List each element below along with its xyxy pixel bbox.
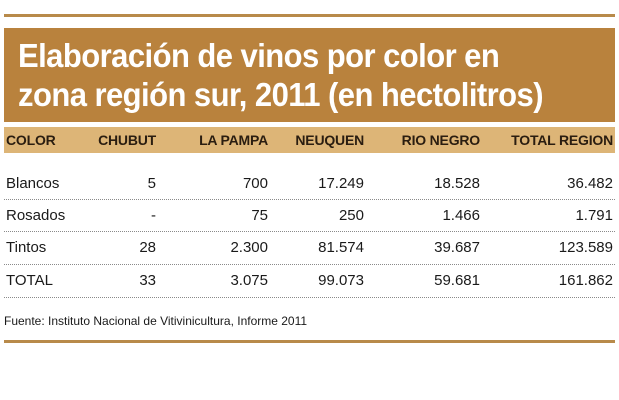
table-cell: 81.574 <box>318 239 364 256</box>
table-cell: 161.862 <box>558 272 613 289</box>
row-divider <box>4 264 615 265</box>
row-divider <box>4 231 615 232</box>
table-cell: 28 <box>139 239 156 256</box>
table-cell: 99.073 <box>318 272 364 289</box>
table-row: TOTAL 33 3.075 99.073 59.681 161.862 <box>4 265 615 297</box>
table-header: COLOR CHUBUT LA PAMPA NEUQUEN RIO NEGRO TOTAL… <box>4 127 615 153</box>
table-cell: 3.075 <box>230 272 268 289</box>
title-line-2: zona región sur, 2011 (en hectolitros) <box>18 76 544 113</box>
row-divider <box>4 199 615 200</box>
table-cell: 33 <box>139 272 156 289</box>
row-divider <box>4 297 615 298</box>
table-cell: 75 <box>251 207 268 224</box>
table-cell: 1.466 <box>442 207 480 224</box>
table-cell: 2.300 <box>230 239 268 256</box>
source-note: Fuente: Instituto Nacional de Vitivinicu… <box>4 314 308 328</box>
table-cell: 5 <box>147 175 156 192</box>
table-cell: 700 <box>242 175 268 192</box>
table-row: Rosados - 75 250 1.466 1.791 <box>4 200 615 232</box>
table-cell: 123.589 <box>558 239 613 256</box>
table-row: Blancos 5 700 17.249 18.528 36.482 <box>4 168 615 200</box>
row-label: Blancos <box>6 175 60 192</box>
table-row: Tintos 28 2.300 81.574 39.687 123.589 <box>4 232 615 264</box>
title-banner: Elaboración de vinos por color en zona r… <box>4 28 615 122</box>
bottom-rule <box>4 340 615 343</box>
table-cell: 18.528 <box>434 175 480 192</box>
row-label: TOTAL <box>6 272 53 289</box>
row-label: Rosados <box>6 207 66 224</box>
table-cell: - <box>151 207 156 224</box>
header-total-region: TOTAL REGION <box>511 132 613 148</box>
table-cell: 36.482 <box>567 175 613 192</box>
header-la-pampa: LA PAMPA <box>199 132 268 148</box>
header-rio-negro: RIO NEGRO <box>401 132 481 148</box>
top-rule <box>4 14 615 17</box>
table-cell: 17.249 <box>318 175 364 192</box>
table-cell: 1.791 <box>575 207 613 224</box>
header-neuquen: NEUQUEN <box>295 132 364 148</box>
table-cell: 250 <box>338 207 364 224</box>
title-line-1: Elaboración de vinos por color en <box>18 37 500 74</box>
header-color: COLOR <box>6 132 56 148</box>
table-cell: 59.681 <box>434 272 480 289</box>
row-label: Tintos <box>6 239 47 256</box>
header-chubut: CHUBUT <box>98 132 156 148</box>
table-cell: 39.687 <box>434 239 480 256</box>
